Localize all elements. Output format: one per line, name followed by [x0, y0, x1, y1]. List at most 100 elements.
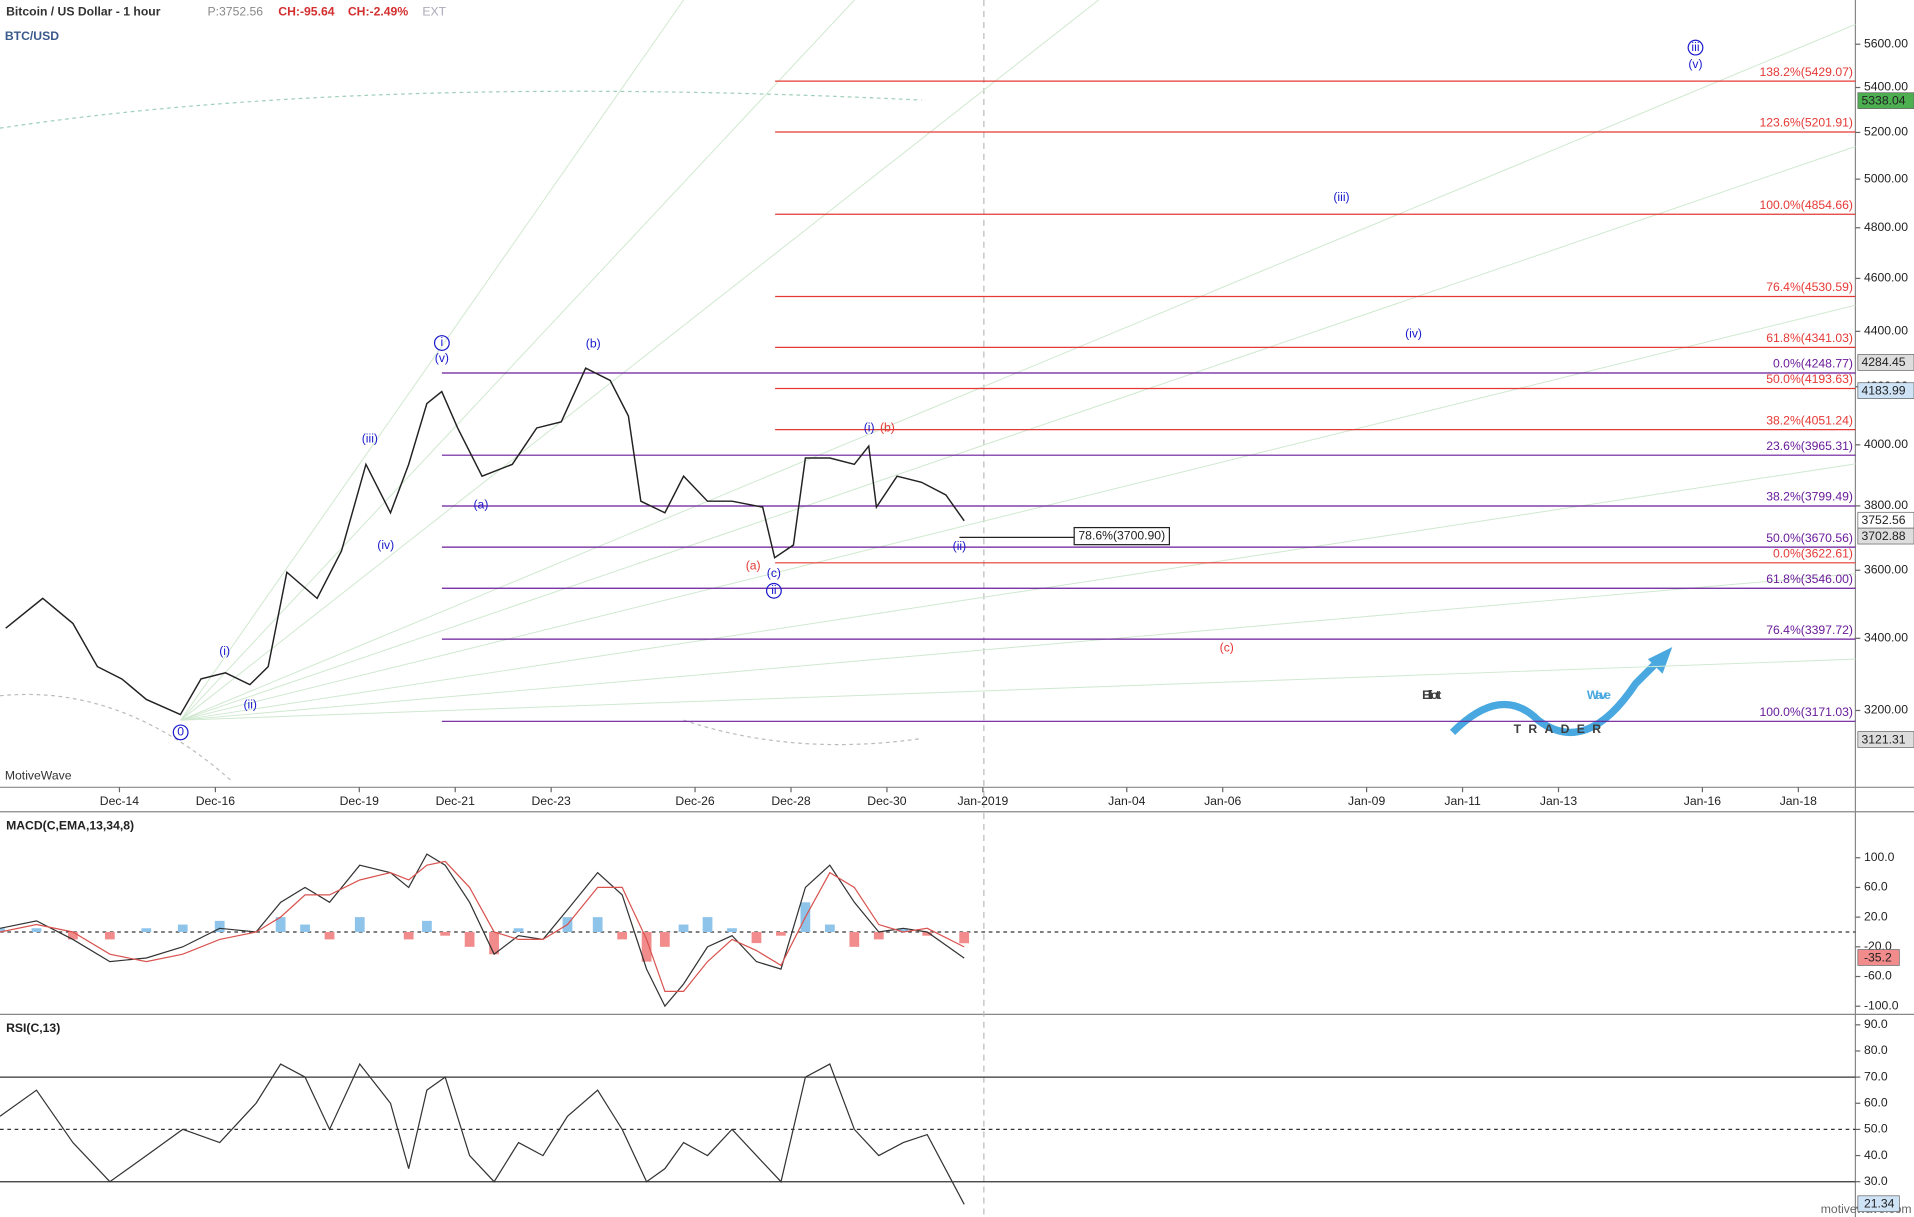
x-tick-label: Dec-16: [196, 794, 236, 808]
x-tick-label: Jan-11: [1444, 794, 1481, 808]
fan-line: [180, 0, 855, 721]
wave-label: i: [441, 335, 444, 349]
channel-curve: [0, 90, 922, 129]
y-tick-label: 4400.00: [1864, 324, 1908, 338]
macd-line: [0, 853, 965, 1008]
wave-label: iii: [1691, 40, 1699, 54]
fib-label: 61.8%(3546.00): [1766, 572, 1853, 586]
x-tick-label: Dec-19: [340, 794, 380, 808]
fan-line: [180, 658, 1856, 721]
macd-histogram-bar: [922, 931, 933, 936]
y-tick-label: 3400.00: [1864, 631, 1908, 645]
macd-histogram-bar: [592, 917, 603, 932]
x-tick-label: Dec-28: [771, 794, 811, 808]
macd-histogram-bar: [300, 924, 310, 932]
logo-swoosh: [1450, 662, 1657, 737]
macd-histogram-bar: [659, 931, 670, 947]
macd-histogram-bar: [440, 931, 451, 936]
fib-label: 138.2%(5429.07): [1759, 65, 1853, 79]
wave-label: (c): [1220, 640, 1234, 654]
y-tick-label: 4000.00: [1864, 437, 1908, 451]
x-tick-label: Jan-16: [1684, 794, 1721, 808]
y-tick-label: 5000.00: [1864, 171, 1908, 185]
y-tick-label: 4800.00: [1864, 220, 1908, 234]
x-tick-label: Jan-06: [1204, 794, 1241, 808]
macd-histogram-bar: [898, 928, 909, 932]
fib-marker-label: 78.6%(3700.90): [1078, 528, 1165, 542]
y-tick-label: -100.0: [1864, 998, 1899, 1012]
macd-histogram-bar: [104, 931, 115, 940]
macd-histogram-bar: [0, 928, 5, 932]
y-tick-label: 3800.00: [1864, 498, 1908, 512]
fib-label: 100.0%(4854.66): [1759, 198, 1853, 212]
channel-curve: [0, 693, 233, 782]
price-tag: [1857, 949, 1900, 966]
x-tick-label: Jan-09: [1348, 794, 1385, 808]
macd-histogram-bar: [873, 931, 884, 940]
macd-histogram-bar: [751, 931, 762, 944]
fib-label: 0.0%(3622.61): [1773, 546, 1853, 560]
wave-label: (v): [435, 351, 449, 365]
macd-histogram-bar: [824, 924, 835, 932]
macd-histogram-bar: [275, 917, 286, 932]
fib-label: 38.2%(3799.49): [1766, 490, 1853, 504]
logo-word: Elliott: [1422, 688, 1441, 702]
macd-line: [0, 860, 965, 993]
macd-histogram-bar: [68, 931, 78, 940]
wave-label: (c): [767, 566, 781, 580]
change-pct: CH:-2.49%: [348, 4, 408, 18]
logo: Elliott Wave TRADER: [1422, 646, 1673, 737]
change: CH:-95.64: [278, 4, 334, 18]
macd-histogram-bar: [422, 920, 432, 932]
fib-label: 50.0%(4193.63): [1766, 372, 1853, 386]
y-tick-label: 60.0: [1864, 880, 1888, 894]
macd-histogram-bar: [403, 931, 414, 940]
macd-histogram-bar: [489, 931, 499, 955]
logo-word: TRADER: [1514, 722, 1609, 736]
macd-histogram-bar: [177, 924, 188, 932]
logo-arrow: [1647, 646, 1673, 674]
y-tick-label: 90.0: [1864, 1017, 1888, 1031]
macd-title: MACD(C,EMA,13,34,8): [6, 819, 134, 833]
macd-histogram-bar: [354, 917, 365, 932]
fib-label: 123.6%(5201.91): [1759, 116, 1853, 130]
macd-histogram-bar: [702, 917, 713, 932]
wave-label: (i): [864, 421, 875, 435]
price-tag-label: 3702.88: [1862, 529, 1906, 543]
fan-line: [180, 304, 1856, 721]
macd-histogram-bar: [31, 928, 42, 932]
wave-label: (b): [880, 421, 895, 435]
y-tick-label: 50.0: [1864, 1122, 1888, 1136]
symbol: BTC/USD: [5, 29, 59, 43]
y-tick-label: 30.0: [1864, 1174, 1888, 1188]
wave-circle: [765, 582, 782, 599]
wave-circle: [1687, 39, 1704, 56]
y-tick-label: 5400.00: [1864, 80, 1908, 94]
macd-histogram-bar: [678, 924, 689, 932]
wave-label: (iii): [1333, 190, 1349, 204]
price-tag-label: -35.2: [1864, 950, 1892, 964]
wave-circle: [433, 335, 450, 351]
x-tick-label: Jan-2019: [957, 794, 1008, 808]
macd-histogram-bar: [513, 928, 524, 932]
macd-histogram-bar: [849, 931, 860, 947]
x-tick-label: Jan-18: [1780, 794, 1817, 808]
y-tick-label: 5200.00: [1864, 125, 1908, 139]
price-tag-label: 3752.56: [1862, 513, 1906, 527]
macd-histogram-bar: [617, 931, 628, 940]
fib-label: 76.4%(4530.59): [1766, 280, 1853, 294]
wave-label: (ii): [243, 698, 257, 712]
fan-line: [180, 0, 1099, 721]
macd-histogram-bar: [324, 931, 335, 940]
x-tick-label: Dec-14: [100, 794, 140, 808]
macd-histogram-bar: [727, 928, 737, 932]
macd-histogram-bar: [141, 928, 152, 932]
y-tick-label: 40.0: [1864, 1148, 1888, 1162]
fan-line: [180, 23, 1856, 721]
last-price: P:3752.56: [208, 4, 264, 18]
price-tag: [1857, 1195, 1900, 1213]
wave-label: (v): [1688, 57, 1702, 71]
y-tick-label: 70.0: [1864, 1069, 1888, 1083]
